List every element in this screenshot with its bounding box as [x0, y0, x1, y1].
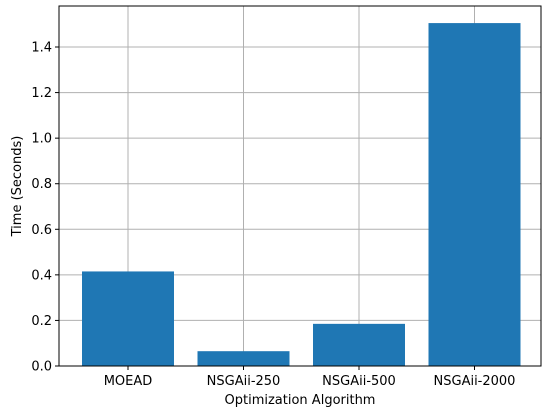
- y-tick-label: 0.4: [31, 268, 52, 283]
- bar-nsgaii-500: [313, 323, 405, 366]
- x-tick-label: NSGAii-250: [207, 374, 281, 389]
- y-tick-label: 0.0: [31, 360, 52, 375]
- x-axis-label: Optimization Algorithm: [225, 393, 376, 408]
- y-axis-ticks: 0.0 0.2 0.4 0.6 0.8 1.0 1.2 1.4: [31, 41, 59, 375]
- y-tick-label: 0.2: [31, 314, 52, 329]
- bar-nsgaii-250: [197, 351, 290, 366]
- y-tick-label: 0.6: [31, 223, 52, 238]
- y-tick-label: 1.0: [31, 132, 52, 147]
- y-tick-label: 1.4: [31, 41, 52, 56]
- bars: [82, 23, 521, 366]
- x-tick-label: NSGAii-500: [322, 374, 396, 389]
- y-axis-label: Time (Seconds): [10, 136, 25, 238]
- plot-frame: [58, 5, 542, 367]
- bar-moead: [82, 271, 174, 366]
- x-axis-ticks: MOEAD NSGAii-250 NSGAii-500 NSGAii-2000: [104, 366, 516, 389]
- x-tick-label: NSGAii-2000: [434, 374, 516, 389]
- y-tick-label: 1.2: [31, 86, 52, 101]
- bar-nsgaii-2000: [428, 23, 521, 366]
- y-tick-label: 0.8: [31, 177, 52, 192]
- x-tick-label: MOEAD: [104, 374, 153, 389]
